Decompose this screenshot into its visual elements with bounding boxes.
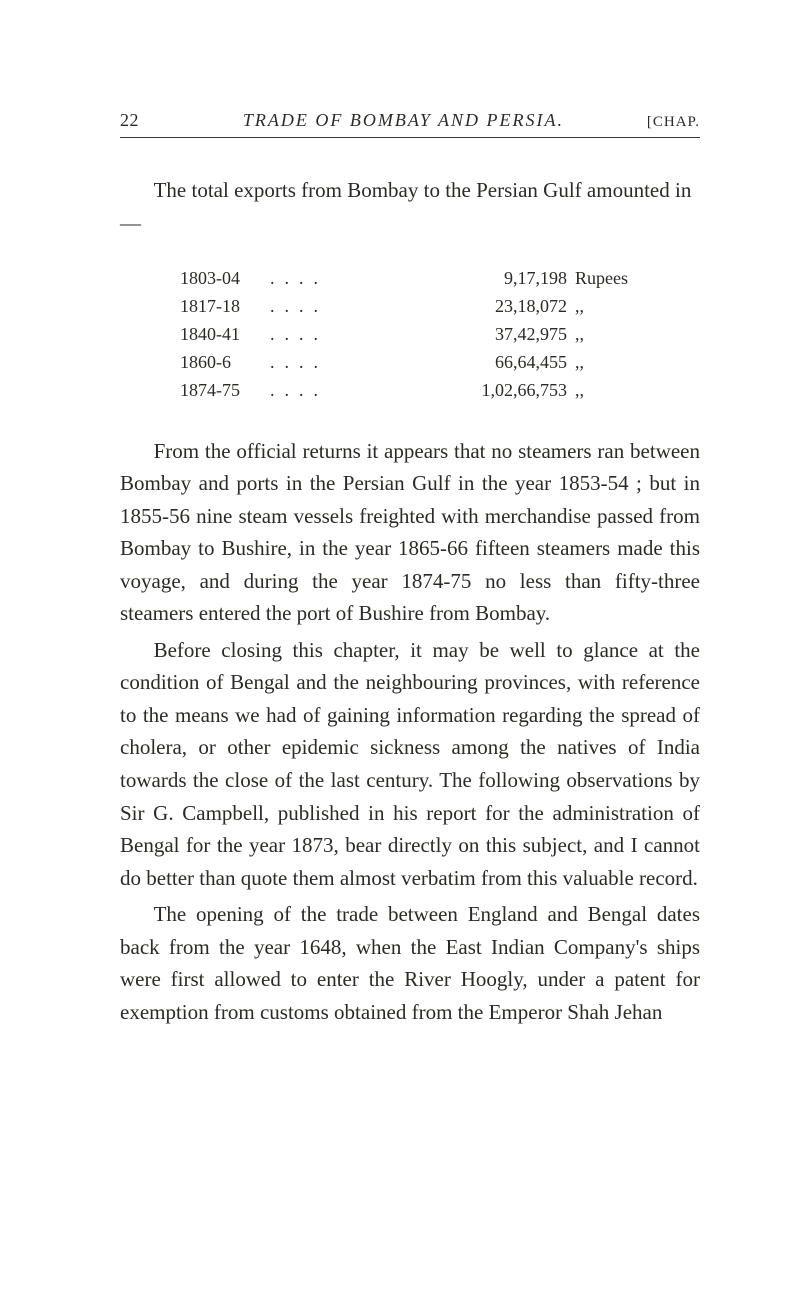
exports-table: 1803-04 .... 9,17,198 Rupees 1817-18 ...… <box>180 265 640 404</box>
intro-paragraph: The total exports from Bombay to the Per… <box>120 174 700 239</box>
year-cell: 1860-6 <box>180 349 270 377</box>
table-row: 1803-04 .... 9,17,198 Rupees <box>180 265 640 293</box>
running-header: 22 TRADE OF BOMBAY AND PERSIA. [CHAP. <box>120 110 700 131</box>
year-cell: 1840-41 <box>180 321 270 349</box>
leader-dots: .... <box>270 377 440 405</box>
leader-dots: .... <box>270 349 440 377</box>
table-row: 1860-6 .... 66,64,455 ,, <box>180 349 640 377</box>
table-row: 1817-18 .... 23,18,072 ,, <box>180 293 640 321</box>
table-row: 1874-75 .... 1,02,66,753 ,, <box>180 377 640 405</box>
unit-cell: Rupees <box>575 265 640 293</box>
leader-dots: .... <box>270 293 440 321</box>
value-cell: 1,02,66,753 <box>440 377 575 405</box>
unit-cell: ,, <box>575 321 640 349</box>
year-cell: 1803-04 <box>180 265 270 293</box>
page-number: 22 <box>120 110 160 131</box>
header-chapter: [CHAP. <box>647 114 700 131</box>
value-cell: 66,64,455 <box>440 349 575 377</box>
unit-cell: ,, <box>575 349 640 377</box>
body-paragraph: The opening of the trade between England… <box>120 898 700 1028</box>
year-cell: 1874-75 <box>180 377 270 405</box>
header-title: TRADE OF BOMBAY AND PERSIA. <box>160 110 647 131</box>
value-cell: 9,17,198 <box>440 265 575 293</box>
year-cell: 1817-18 <box>180 293 270 321</box>
unit-cell: ,, <box>575 377 640 405</box>
table-row: 1840-41 .... 37,42,975 ,, <box>180 321 640 349</box>
body-paragraph: Before closing this chapter, it may be w… <box>120 634 700 894</box>
unit-cell: ,, <box>575 293 640 321</box>
value-cell: 23,18,072 <box>440 293 575 321</box>
header-rule <box>120 137 700 138</box>
page: 22 TRADE OF BOMBAY AND PERSIA. [CHAP. Th… <box>0 0 800 1298</box>
body-paragraph: From the official returns it appears tha… <box>120 435 700 630</box>
leader-dots: .... <box>270 321 440 349</box>
value-cell: 37,42,975 <box>440 321 575 349</box>
leader-dots: .... <box>270 265 440 293</box>
